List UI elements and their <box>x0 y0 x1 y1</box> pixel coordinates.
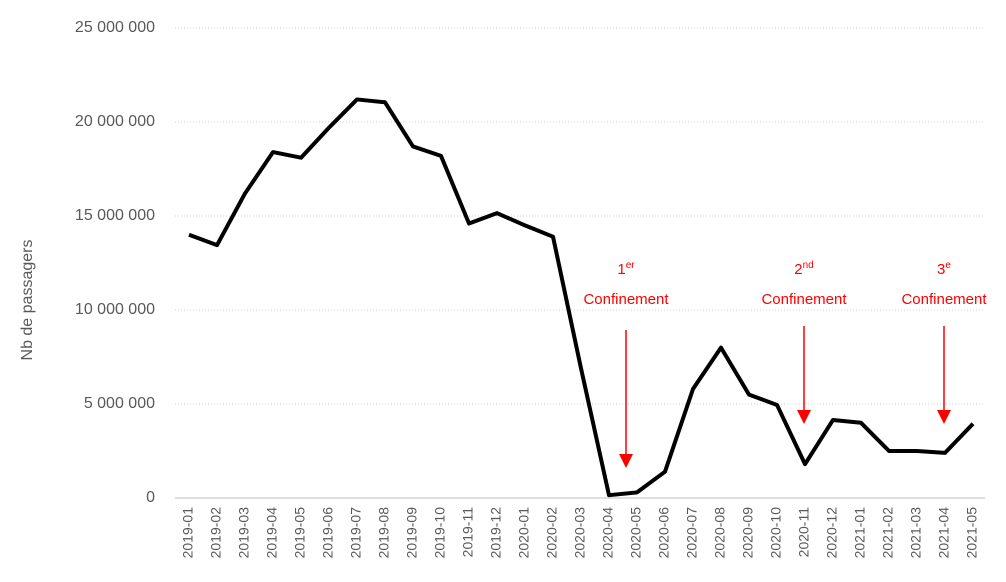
annotation-arrowhead <box>797 410 811 424</box>
annotation-superscript: er <box>626 260 636 271</box>
annotation-superscript: nd <box>803 260 814 271</box>
y-axis-label: Nb de passagers <box>19 240 36 361</box>
x-tick-label: 2019-12 <box>488 507 504 559</box>
x-tick-label: 2019-07 <box>348 507 364 559</box>
x-tick-label: 2020-02 <box>544 507 560 559</box>
x-tick-label: 2019-10 <box>432 507 448 559</box>
y-tick-label: 20 000 000 <box>75 113 155 130</box>
annotation-number: 3e <box>937 260 951 278</box>
y-tick-label: 5 000 000 <box>84 395 155 412</box>
x-tick-label: 2021-01 <box>852 507 868 559</box>
x-tick-label: 2021-04 <box>936 507 952 559</box>
x-tick-label: 2019-04 <box>264 507 280 559</box>
annotation-text: Confinement <box>901 291 987 308</box>
y-tick-label: 10 000 000 <box>75 301 155 318</box>
y-tick-label: 15 000 000 <box>75 207 155 224</box>
y-tick-label: 25 000 000 <box>75 19 155 36</box>
line-series <box>188 97 975 498</box>
annotation-arrowhead <box>937 410 951 424</box>
x-tick-label: 2020-07 <box>684 507 700 559</box>
x-tick-label: 2020-01 <box>516 507 532 559</box>
x-tick-label: 2019-03 <box>236 507 252 559</box>
x-tick-label: 2019-02 <box>208 507 224 559</box>
x-tick-label: 2020-08 <box>712 507 728 559</box>
x-tick-label: 2021-03 <box>908 507 924 559</box>
x-tick-label: 2020-04 <box>600 507 616 559</box>
x-tick-label: 2019-11 <box>460 507 476 558</box>
annotation-number-main: 2 <box>794 261 802 278</box>
x-tick-label: 2020-06 <box>656 507 672 559</box>
x-tick-label: 2019-09 <box>404 507 420 559</box>
x-tick-label: 2020-10 <box>768 507 784 559</box>
x-tick-label: 2021-02 <box>880 507 896 559</box>
x-tick-label: 2019-05 <box>292 507 308 559</box>
annotation-number: 2nd <box>794 260 813 278</box>
x-tick-label: 2019-06 <box>320 507 336 559</box>
annotation-number-main: 3 <box>937 261 945 278</box>
x-tick-label: 2020-09 <box>740 507 756 559</box>
annotation-number-main: 1 <box>617 261 625 278</box>
x-tick-label: 2020-05 <box>628 507 644 559</box>
annotation-number: 1er <box>617 260 635 278</box>
x-tick-label: 2020-03 <box>572 507 588 559</box>
x-tick-label: 2020-12 <box>824 507 840 559</box>
y-tick-label: 0 <box>146 489 155 506</box>
annotation-superscript: e <box>945 260 951 271</box>
x-tick-label: 2021-05 <box>964 507 980 559</box>
x-tick-label: 2019-01 <box>180 507 196 559</box>
x-tick-label: 2020-11 <box>796 507 812 558</box>
x-tick-label: 2019-08 <box>376 507 392 559</box>
annotation-text: Confinement <box>761 291 847 308</box>
annotation-arrowhead <box>619 454 633 468</box>
annotation-text: Confinement <box>583 291 669 308</box>
